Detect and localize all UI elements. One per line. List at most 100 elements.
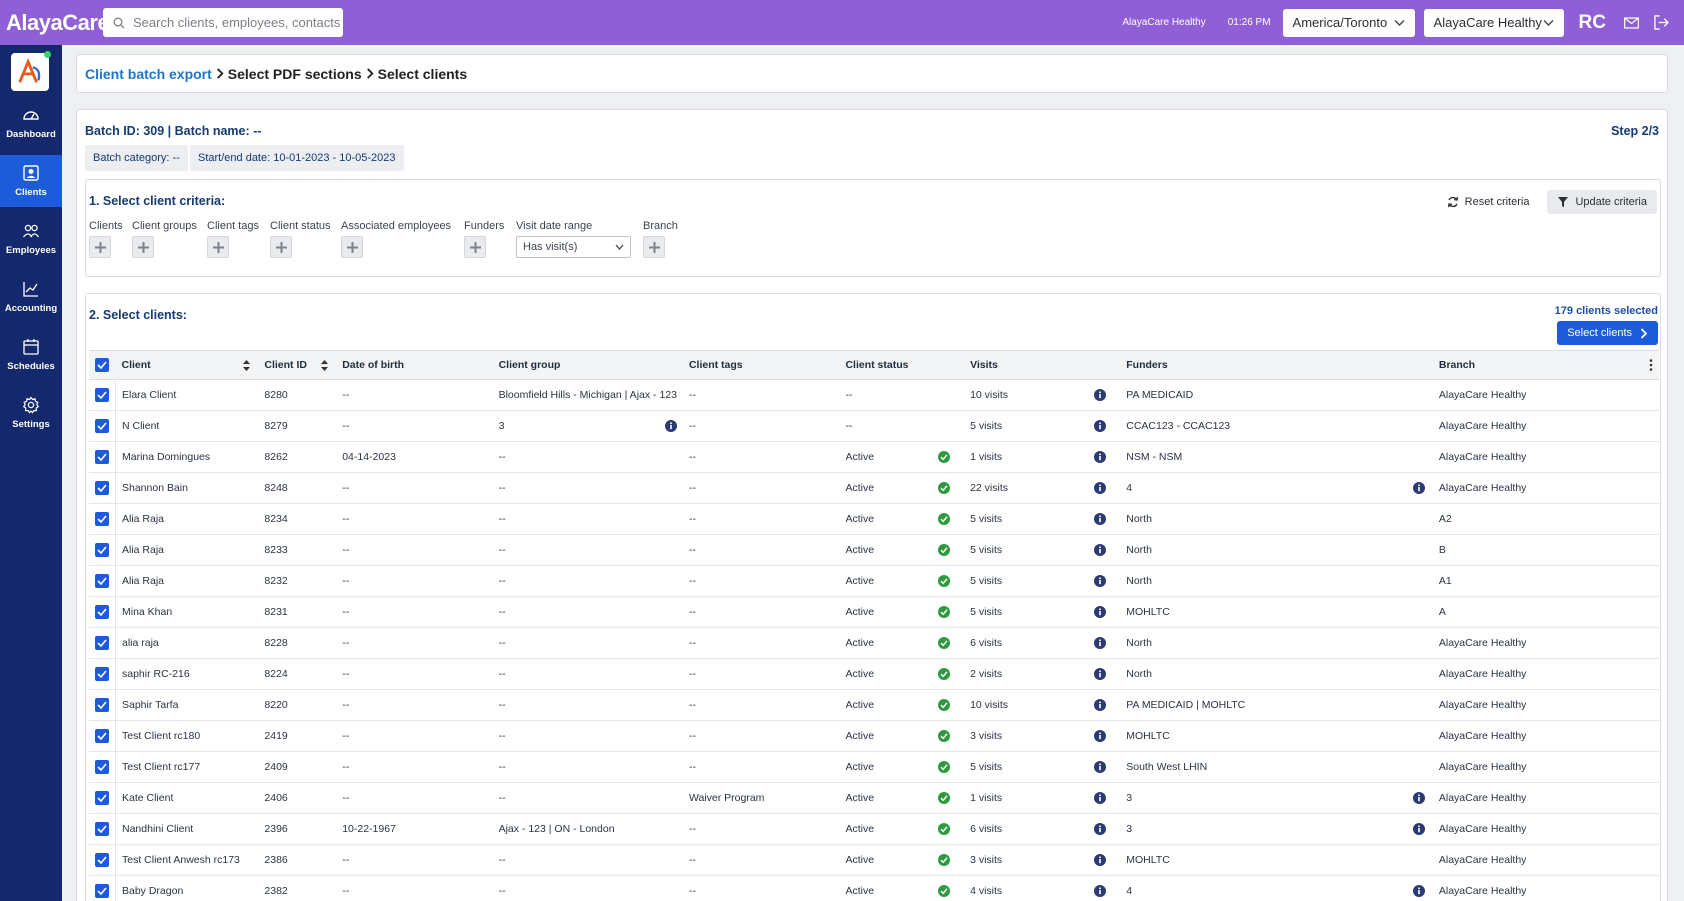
info-icon[interactable] bbox=[1094, 482, 1107, 494]
info-icon[interactable] bbox=[664, 420, 677, 432]
table-row[interactable]: alia raja 8228 -- -- -- Active 6 visits North Al… bbox=[89, 627, 1659, 659]
table-row[interactable]: N Client 8279 -- 3 -- -- 5 visits CCAC123 - CCA… bbox=[89, 410, 1659, 442]
logout-icon[interactable] bbox=[1652, 14, 1670, 32]
client-id: 8248 bbox=[264, 482, 288, 494]
row-checkbox[interactable] bbox=[95, 481, 109, 495]
row-checkbox[interactable] bbox=[95, 450, 109, 464]
row-checkbox[interactable] bbox=[95, 574, 109, 588]
client-branch: AlayaCare Healthy bbox=[1438, 792, 1527, 804]
update-criteria-button[interactable]: Update criteria bbox=[1547, 190, 1657, 214]
info-icon[interactable] bbox=[1094, 544, 1107, 556]
row-checkbox[interactable] bbox=[95, 667, 109, 681]
table-row[interactable]: Kate Client 2406 -- -- Waiver Program Active 1… bbox=[89, 782, 1659, 814]
client-visits: 10 visits bbox=[970, 699, 1008, 711]
table-row[interactable]: Saphir Tarfa 8220 -- -- -- Active 10 visits PA … bbox=[89, 689, 1659, 721]
client-status: Active bbox=[845, 761, 875, 773]
select-clients-button[interactable]: Select clients bbox=[1557, 321, 1658, 345]
table-row[interactable]: Elara Client 8280 -- Bloomfield Hills - Mic… bbox=[89, 379, 1659, 411]
app-logo[interactable]: AlayaCare bbox=[6, 9, 110, 35]
info-icon[interactable] bbox=[1094, 699, 1107, 711]
row-checkbox[interactable] bbox=[95, 512, 109, 526]
table-row[interactable]: Nandhini Client 2396 10-22-1967 Ajax - 123 … bbox=[89, 813, 1659, 845]
info-icon[interactable] bbox=[1094, 389, 1107, 401]
table-row[interactable]: saphir RC-216 8224 -- -- -- Active 2 visits Nor… bbox=[89, 658, 1659, 690]
add-client-status-filter-button[interactable] bbox=[270, 236, 292, 258]
info-icon[interactable] bbox=[1412, 885, 1425, 897]
row-checkbox[interactable] bbox=[95, 760, 109, 774]
reset-criteria-button[interactable]: Reset criteria bbox=[1437, 190, 1540, 214]
info-icon[interactable] bbox=[1412, 482, 1425, 494]
table-row[interactable]: Test Client rc177 2409 -- -- -- Active 5 visit… bbox=[89, 751, 1659, 783]
company-logo[interactable] bbox=[11, 51, 51, 91]
info-icon[interactable] bbox=[1094, 606, 1107, 618]
sort-icon[interactable] bbox=[243, 360, 251, 371]
timezone-select[interactable]: America/Toronto bbox=[1282, 8, 1415, 37]
add-funders-filter-button[interactable] bbox=[464, 236, 486, 258]
add-client-tags-filter-button[interactable] bbox=[207, 236, 229, 258]
filter-label: Funders bbox=[464, 220, 505, 232]
info-icon[interactable] bbox=[1094, 420, 1107, 432]
org-select[interactable]: AlayaCare Healthy bbox=[1423, 8, 1564, 37]
sidebar-item-employees[interactable]: Employees bbox=[0, 213, 62, 265]
info-icon[interactable] bbox=[1094, 513, 1107, 525]
info-icon[interactable] bbox=[1412, 823, 1425, 835]
sort-icon[interactable] bbox=[321, 360, 329, 371]
info-icon[interactable] bbox=[1094, 823, 1107, 835]
row-checkbox[interactable] bbox=[95, 791, 109, 805]
row-checkbox[interactable] bbox=[95, 605, 109, 619]
breadcrumb-link-client-batch-export[interactable]: Client batch export bbox=[85, 65, 212, 82]
info-icon[interactable] bbox=[1094, 885, 1107, 897]
sidebar-item-dashboard[interactable]: Dashboard bbox=[0, 97, 62, 149]
sidebar-item-accounting[interactable]: Accounting bbox=[0, 271, 62, 323]
row-checkbox[interactable] bbox=[95, 884, 109, 898]
info-icon[interactable] bbox=[1094, 854, 1107, 866]
info-icon[interactable] bbox=[1094, 761, 1107, 773]
info-icon[interactable] bbox=[1094, 637, 1107, 649]
client-tags: -- bbox=[688, 823, 696, 835]
sidebar-item-settings[interactable]: Settings bbox=[0, 387, 62, 439]
table-row[interactable]: Test Client rc180 2419 -- -- -- Active 3 visit… bbox=[89, 720, 1659, 752]
table-row[interactable]: Baby Dragon 2382 -- -- -- Active 4 visits 4 Alay… bbox=[89, 875, 1659, 901]
column-header-client-id[interactable]: Client ID bbox=[258, 351, 336, 380]
more-options-icon[interactable] bbox=[1649, 359, 1653, 371]
table-row[interactable]: Alia Raja 8234 -- -- -- Active 5 visits North A2 bbox=[89, 503, 1659, 535]
add-branch-filter-button[interactable] bbox=[643, 236, 665, 258]
info-icon[interactable] bbox=[1094, 668, 1107, 680]
table-row[interactable]: Marina Domingues 8262 04-14-2023 -- -- Active… bbox=[89, 441, 1659, 473]
add-clients-filter-button[interactable] bbox=[89, 236, 111, 258]
user-avatar[interactable]: RC bbox=[1578, 11, 1606, 33]
row-checkbox[interactable] bbox=[95, 636, 109, 650]
row-checkbox[interactable] bbox=[95, 853, 109, 867]
table-row[interactable]: Alia Raja 8232 -- -- -- Active 5 visits North A1 bbox=[89, 565, 1659, 597]
row-checkbox[interactable] bbox=[95, 388, 109, 402]
info-icon[interactable] bbox=[1094, 451, 1107, 463]
table-row[interactable]: Test Client Anwesh rc173 2386 -- -- -- Active… bbox=[89, 844, 1659, 876]
sidebar-item-schedules[interactable]: Schedules bbox=[0, 329, 62, 381]
row-checkbox[interactable] bbox=[95, 419, 109, 433]
row-checkbox[interactable] bbox=[95, 698, 109, 712]
info-icon[interactable] bbox=[1412, 792, 1425, 804]
client-dob: -- bbox=[342, 513, 350, 525]
search-input[interactable]: Search clients, employees, contacts bbox=[103, 8, 343, 37]
sidebar-item-clients[interactable]: Clients bbox=[0, 155, 62, 207]
select-all-checkbox[interactable] bbox=[95, 358, 109, 372]
table-row[interactable]: Shannon Bain 8248 -- -- -- Active 22 visits 4 Al… bbox=[89, 472, 1659, 504]
table-row[interactable]: Alia Raja 8233 -- -- -- Active 5 visits North B bbox=[89, 534, 1659, 566]
info-icon[interactable] bbox=[1094, 792, 1107, 804]
row-checkbox[interactable] bbox=[95, 543, 109, 557]
info-icon[interactable] bbox=[1094, 575, 1107, 587]
column-header-client[interactable]: Client bbox=[116, 351, 259, 380]
client-status-cell: Active bbox=[839, 721, 964, 752]
visit-date-range-select[interactable]: Has visit(s) bbox=[516, 236, 631, 258]
add-associated-employees-filter-button[interactable] bbox=[341, 236, 363, 258]
mail-icon[interactable] bbox=[1622, 14, 1640, 32]
add-client-groups-filter-button[interactable] bbox=[132, 236, 154, 258]
row-checkbox[interactable] bbox=[95, 729, 109, 743]
client-group-cell: -- bbox=[493, 752, 683, 783]
client-id: 8233 bbox=[264, 544, 288, 556]
row-checkbox[interactable] bbox=[95, 822, 109, 836]
client-group: -- bbox=[498, 730, 506, 742]
info-icon[interactable] bbox=[1094, 730, 1107, 742]
table-row[interactable]: Mina Khan 8231 -- -- -- Active 5 visits MOHLTC A bbox=[89, 596, 1659, 628]
chevron-down-icon bbox=[1394, 19, 1405, 26]
